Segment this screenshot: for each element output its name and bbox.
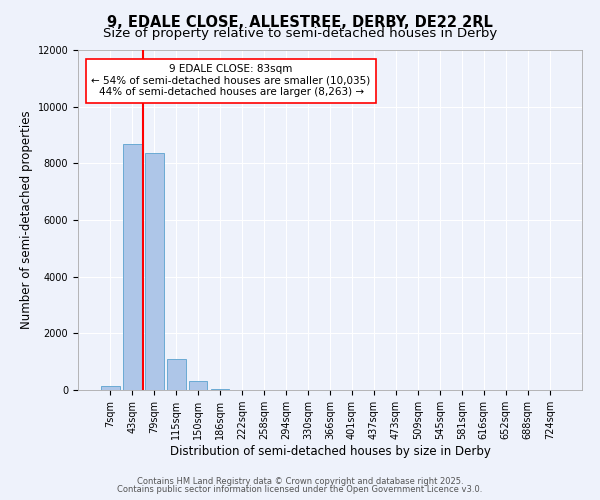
Bar bbox=[101, 386, 119, 390]
Text: Size of property relative to semi-detached houses in Derby: Size of property relative to semi-detach… bbox=[103, 28, 497, 40]
Bar bbox=[123, 144, 142, 390]
Text: Contains HM Land Registry data © Crown copyright and database right 2025.: Contains HM Land Registry data © Crown c… bbox=[137, 477, 463, 486]
Bar bbox=[145, 154, 164, 390]
X-axis label: Distribution of semi-detached houses by size in Derby: Distribution of semi-detached houses by … bbox=[170, 445, 490, 458]
Bar bbox=[211, 389, 229, 390]
Text: 9 EDALE CLOSE: 83sqm
← 54% of semi-detached houses are smaller (10,035)
44% of s: 9 EDALE CLOSE: 83sqm ← 54% of semi-detac… bbox=[91, 64, 371, 98]
Y-axis label: Number of semi-detached properties: Number of semi-detached properties bbox=[20, 110, 34, 330]
Text: 9, EDALE CLOSE, ALLESTREE, DERBY, DE22 2RL: 9, EDALE CLOSE, ALLESTREE, DERBY, DE22 2… bbox=[107, 15, 493, 30]
Text: Contains public sector information licensed under the Open Government Licence v3: Contains public sector information licen… bbox=[118, 485, 482, 494]
Bar bbox=[189, 381, 208, 390]
Bar bbox=[167, 359, 185, 390]
